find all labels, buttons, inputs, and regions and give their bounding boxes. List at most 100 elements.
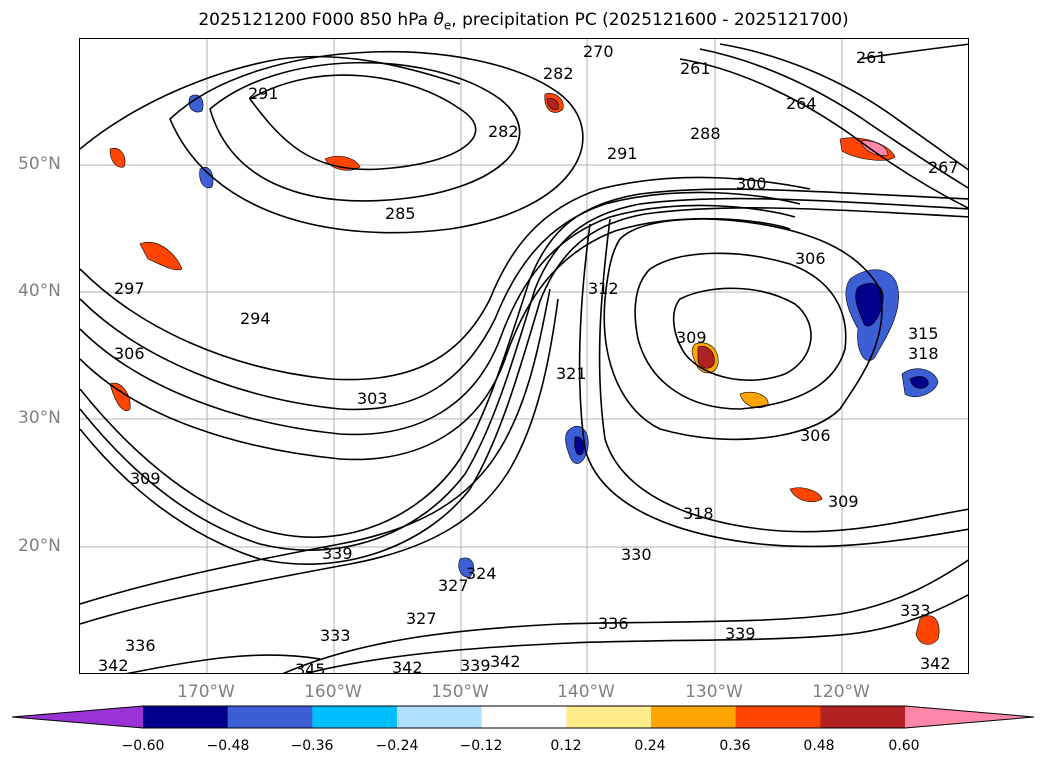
contour-label: 333 [320, 626, 351, 645]
colorbar-tick: −0.24 [375, 738, 419, 754]
colorbar-outline [11, 705, 1035, 729]
contour-315 [80, 207, 968, 565]
lat-label-50n: 50°N [18, 154, 61, 174]
contour-label: 327 [438, 576, 469, 595]
contour-label: 312 [588, 279, 619, 298]
lon-label-140w: 140°W [557, 682, 615, 702]
precip-blobs [109, 93, 940, 645]
contour-label: 309 [828, 492, 859, 511]
colorbar [11, 705, 1035, 729]
precip-negative-core-2 [909, 376, 929, 389]
contour-300 [80, 191, 801, 411]
colorbar-tick: 0.12 [550, 738, 582, 754]
contour-label: 285 [385, 204, 416, 223]
colorbar-segment [227, 706, 313, 728]
colorbar-extend-high [905, 706, 1034, 728]
colorbar-tick: −0.36 [290, 738, 334, 754]
contour-label: 342 [490, 652, 521, 671]
colorbar-segment [397, 706, 483, 728]
contour-label: 270 [583, 42, 614, 61]
figure-title: 2025121200 F000 850 hPa θe, precipitatio… [198, 10, 849, 33]
colorbar-tick: −0.48 [206, 738, 250, 754]
contour-309-high [634, 252, 847, 410]
contour-309 [80, 188, 968, 538]
contour-label: 321 [556, 364, 587, 383]
precip-positive-core-5 [546, 98, 559, 110]
lon-label-130w: 130°W [685, 682, 743, 702]
contour-282 [248, 74, 477, 171]
contour-label: 282 [543, 64, 574, 83]
contour-label: 291 [248, 84, 279, 103]
lat-label-30n: 30°N [18, 408, 61, 428]
contour-261 [699, 48, 968, 189]
precip-positive-blob-6 [789, 487, 823, 502]
contour-288 [169, 50, 584, 234]
colorbar-tick: 0.36 [719, 738, 751, 754]
contour-label: 315 [908, 324, 939, 343]
map-panel: 291 282 270 261 261 282 264 267 288 291 … [79, 38, 969, 674]
contour-label: 282 [488, 122, 519, 141]
contour-label: 324 [466, 564, 497, 583]
contour-label: 336 [125, 636, 156, 655]
lon-label-150w: 150°W [431, 682, 489, 702]
precip-positive-blob-9 [109, 382, 131, 411]
contour-312 [80, 197, 968, 551]
contour-label: 303 [357, 389, 388, 408]
contour-label: 345 [295, 660, 326, 674]
contour-318-east [578, 223, 968, 548]
colorbar-segment [143, 706, 229, 728]
contour-312-high [672, 287, 812, 381]
contour-261-north [859, 43, 968, 60]
contour-label: 318 [908, 344, 939, 363]
lon-label-170w: 170°W [177, 682, 235, 702]
contour-label: 306 [114, 344, 145, 363]
precip-positive-blob-4 [324, 155, 361, 171]
contour-label: 288 [690, 124, 721, 143]
precip-negative-blob-4 [188, 94, 204, 113]
contour-285 [209, 61, 521, 202]
contour-label: 330 [621, 545, 652, 564]
contour-label: 339 [725, 624, 756, 643]
colorbar-segment [312, 706, 398, 728]
contour-label: 327 [406, 609, 437, 628]
contour-label: 342 [920, 654, 951, 673]
contour-label: 336 [598, 614, 629, 633]
contour-label: 297 [114, 279, 145, 298]
lat-label-20n: 20°N [18, 536, 61, 556]
contour-303 [80, 204, 796, 436]
contour-label: 339 [460, 656, 491, 674]
colorbar-segment [820, 706, 906, 728]
contour-label: 291 [607, 144, 638, 163]
contour-label: 339 [322, 544, 353, 563]
colorbar-extend-low [12, 706, 143, 728]
contour-label: 264 [786, 94, 817, 113]
colorbar-segment [481, 706, 567, 728]
contour-label: 267 [928, 158, 959, 177]
precip-negative-blob-6 [458, 557, 474, 578]
precip-negative-core-3 [574, 436, 584, 456]
colorbar-tick: −0.60 [121, 738, 165, 754]
contour-318 [80, 288, 551, 605]
precip-positive-blob-3 [139, 242, 183, 271]
colorbar-tick: 0.60 [888, 738, 920, 754]
contour-336 [304, 594, 968, 673]
colorbar-segment [651, 706, 737, 728]
contour-label: 309 [130, 469, 161, 488]
contour-label: 306 [800, 426, 831, 445]
precip-positive-core-2 [859, 140, 889, 156]
colorbar-tick: 0.24 [634, 738, 666, 754]
contour-291 [80, 55, 461, 150]
precip-positive-blob-10 [109, 147, 126, 168]
contour-labels: 291 282 270 261 261 282 264 267 288 291 … [98, 42, 959, 674]
lon-label-120w: 120°W [812, 682, 870, 702]
lon-label-160w: 160°W [304, 682, 362, 702]
contour-264 [679, 58, 968, 209]
colorbar-tick: −0.12 [459, 738, 503, 754]
contour-297 [80, 176, 811, 381]
contour-label: 342 [98, 656, 129, 674]
contour-label: 309 [676, 328, 707, 347]
contour-258 [719, 43, 968, 171]
colorbar-segments [12, 706, 1034, 728]
contour-label: 333 [900, 601, 931, 620]
contour-label: 261 [680, 59, 711, 78]
